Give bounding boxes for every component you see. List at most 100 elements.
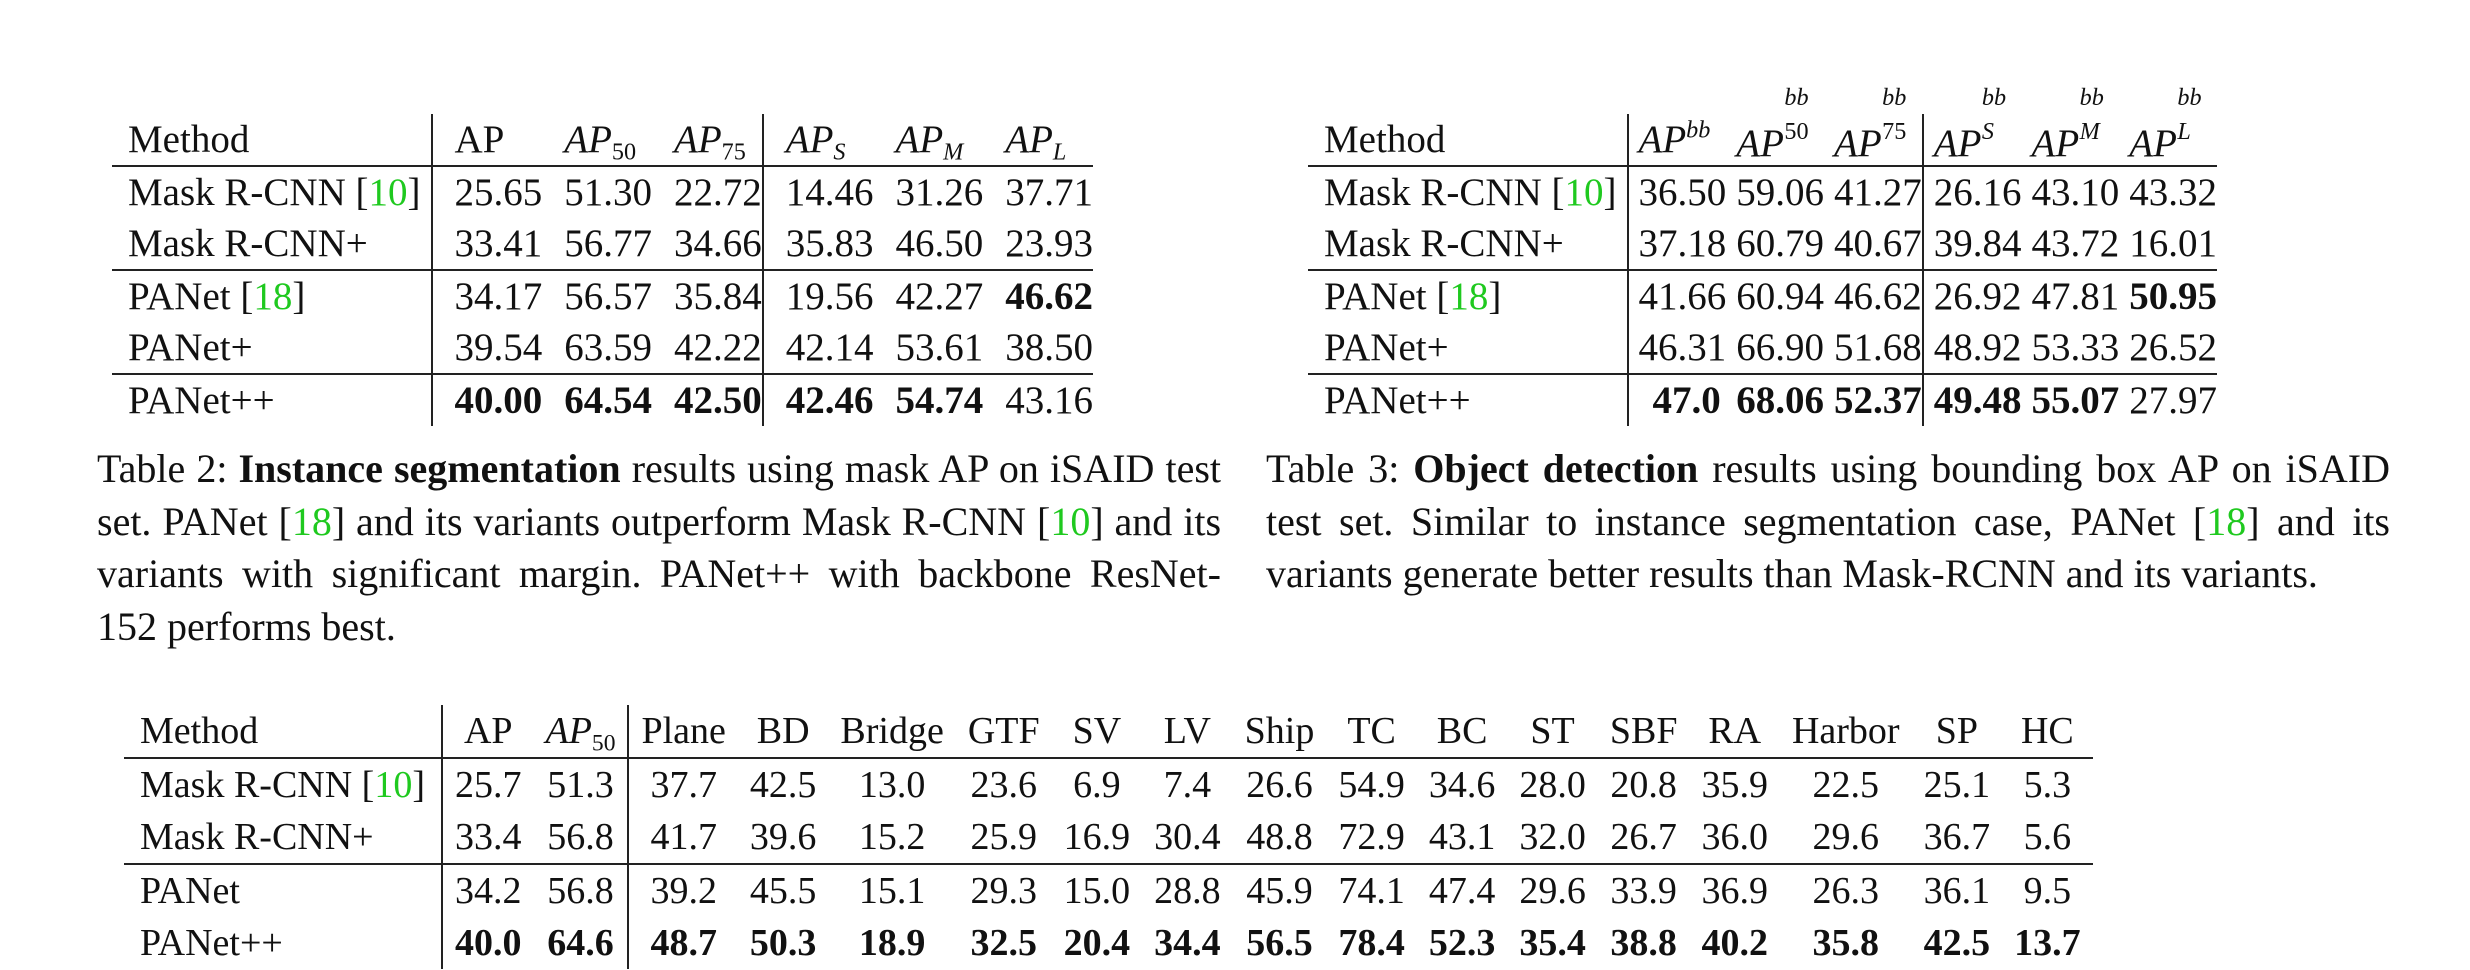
value-cell: 72.9 <box>1338 816 1405 858</box>
value-cell: 34.2 <box>440 863 534 917</box>
value-cell: 19.56 <box>761 269 874 322</box>
citation-link[interactable]: 18 <box>291 498 332 544</box>
value-cell-best: 42.5 <box>1923 922 1991 964</box>
citation-link[interactable]: 18 <box>253 275 293 318</box>
header-ap75: AP75 <box>674 118 746 166</box>
value-cell: 45.5 <box>737 863 829 917</box>
value-cell: 66.90 <box>1736 326 1824 369</box>
value-cell: 32.0 <box>1519 816 1586 858</box>
table-3-object-detection: Method APbb AP bb 50 AP bb 75 AP bb S AP bb M AP… <box>1308 84 2217 426</box>
value-cell: 5.6 <box>2023 816 2072 858</box>
value-cell: 48.8 <box>1246 816 1313 858</box>
citation-link[interactable]: 10 <box>368 171 408 214</box>
method-cell: PANet++ <box>112 373 432 426</box>
value-cell: 37.71 <box>983 165 1093 218</box>
table-row: PANet [18] 34.17 56.57 35.84 19.56 42.27… <box>112 269 1093 322</box>
value-cell: 41.66 <box>1626 269 1727 322</box>
value-cell-best: 52.3 <box>1428 922 1496 964</box>
value-cell-best: 46.62 <box>983 269 1093 322</box>
header-method: Method <box>140 710 259 752</box>
method-cell: Mask R-CNN+ <box>140 816 374 858</box>
header-class-plane: Plane <box>627 705 738 758</box>
value-cell: 43.32 <box>2119 165 2217 218</box>
value-cell: 46.50 <box>895 222 984 265</box>
value-cell: 28.8 <box>1142 863 1233 917</box>
value-cell: 51.3 <box>533 757 629 811</box>
value-cell: 39.6 <box>749 816 817 858</box>
table-row: PANet++ 40.00 64.54 42.50 42.46 54.74 43… <box>112 373 1093 426</box>
value-cell: 30.4 <box>1154 816 1221 858</box>
value-cell: 35.83 <box>761 218 874 270</box>
value-cell: 20.8 <box>1597 757 1690 811</box>
table-row: PANet++ 40.0 64.6 48.7 50.3 18.9 32.5 20.4 34.4 5… <box>124 917 2093 969</box>
header-ap50-bb: AP bb 50 <box>1736 84 1809 165</box>
header-ap75-bb: AP bb 75 <box>1834 84 1907 165</box>
value-cell-best: 35.8 <box>1812 922 1880 964</box>
value-cell: 40.67 <box>1834 222 1922 265</box>
header-apm-bb: AP bb M <box>2031 84 2104 165</box>
value-cell: 36.50 <box>1626 165 1727 218</box>
value-cell: 45.9 <box>1232 863 1327 917</box>
table-row: Mask R-CNN+ 33.4 56.8 41.7 39.6 15.2 25.9 16.9 3… <box>124 811 2093 864</box>
value-cell-best: 35.4 <box>1519 922 1586 964</box>
value-cell-best: 47.0 <box>1626 373 1727 426</box>
value-cell: 36.0 <box>1701 816 1768 858</box>
method-cell: Mask R-CNN+ <box>1324 222 1564 265</box>
value-cell: 5.3 <box>2002 757 2093 811</box>
value-cell: 33.4 <box>440 811 534 864</box>
header-apl: APL <box>1005 118 1067 166</box>
value-cell: 54.9 <box>1326 757 1417 811</box>
value-cell-best: 78.4 <box>1338 922 1405 964</box>
header-aps: APS <box>761 114 874 166</box>
value-cell: 15.0 <box>1051 863 1143 917</box>
header-class-bc: BC <box>1436 710 1488 752</box>
header-class-sv: SV <box>1072 710 1122 752</box>
citation-link[interactable]: 18 <box>1449 275 1489 318</box>
value-cell: 42.14 <box>761 322 874 374</box>
method-cell: PANet++ <box>140 922 283 964</box>
citation-link[interactable]: 10 <box>1564 171 1604 214</box>
value-cell-best: 20.4 <box>1063 922 1131 964</box>
value-cell: 34.6 <box>1416 757 1508 811</box>
value-cell: 33.41 <box>430 218 543 270</box>
value-cell: 46.31 <box>1626 322 1727 374</box>
value-cell: 26.52 <box>2129 326 2217 369</box>
header-class-gtf: GTF <box>967 710 1040 752</box>
value-cell: 28.0 <box>1507 757 1598 811</box>
method-cell: Mask R-CNN [10] <box>1308 165 1628 218</box>
value-cell: 38.50 <box>1005 326 1093 369</box>
table-2-instance-segmentation: Method AP AP50 AP75 APS APM APL Mask R-C… <box>112 114 1093 426</box>
method-cell: Mask R-CNN [10] <box>124 757 442 811</box>
value-cell: 36.7 <box>1923 816 1991 858</box>
value-cell: 25.7 <box>440 757 534 811</box>
table-3-caption: Table 3: Object detection results using … <box>1266 446 2391 596</box>
value-cell: 26.3 <box>1779 863 1912 917</box>
value-cell: 41.7 <box>627 811 738 864</box>
value-cell: 34.17 <box>430 269 543 322</box>
value-cell-best: 40.2 <box>1701 922 1768 964</box>
value-cell-best: 49.48 <box>1921 373 2022 426</box>
header-ap-bb: APbb <box>1626 114 1727 166</box>
value-cell-best: 50.3 <box>749 922 817 964</box>
citation-link[interactable]: 18 <box>2206 498 2247 544</box>
value-cell-best: 38.8 <box>1610 922 1677 964</box>
table-row: Mask R-CNN [10] 25.7 51.3 37.7 42.5 13.0 23.6 6… <box>124 757 2093 811</box>
value-cell: 39.54 <box>430 322 543 374</box>
header-class-tc: TC <box>1347 710 1396 752</box>
value-cell-best: 42.46 <box>761 373 874 426</box>
header-ap50: AP50 <box>564 118 637 166</box>
table-row: Mask R-CNN [10] 25.65 51.30 22.72 14.46 … <box>112 165 1093 218</box>
value-cell: 51.68 <box>1834 326 1922 369</box>
value-cell-best: 64.54 <box>542 373 652 426</box>
value-cell: 35.9 <box>1689 757 1780 811</box>
table-row: PANet+ 46.31 66.90 51.68 48.92 53.33 26.… <box>1308 322 2217 374</box>
value-cell: 39.2 <box>627 863 738 917</box>
value-cell: 47.81 <box>2021 269 2120 322</box>
value-cell: 56.57 <box>542 269 652 322</box>
citation-link[interactable]: 10 <box>374 764 413 806</box>
value-cell: 7.4 <box>1142 757 1233 811</box>
header-ap50: AP50 <box>545 710 616 757</box>
value-cell: 22.72 <box>652 165 763 218</box>
value-cell: 59.06 <box>1726 165 1824 218</box>
citation-link[interactable]: 10 <box>1050 498 1091 544</box>
